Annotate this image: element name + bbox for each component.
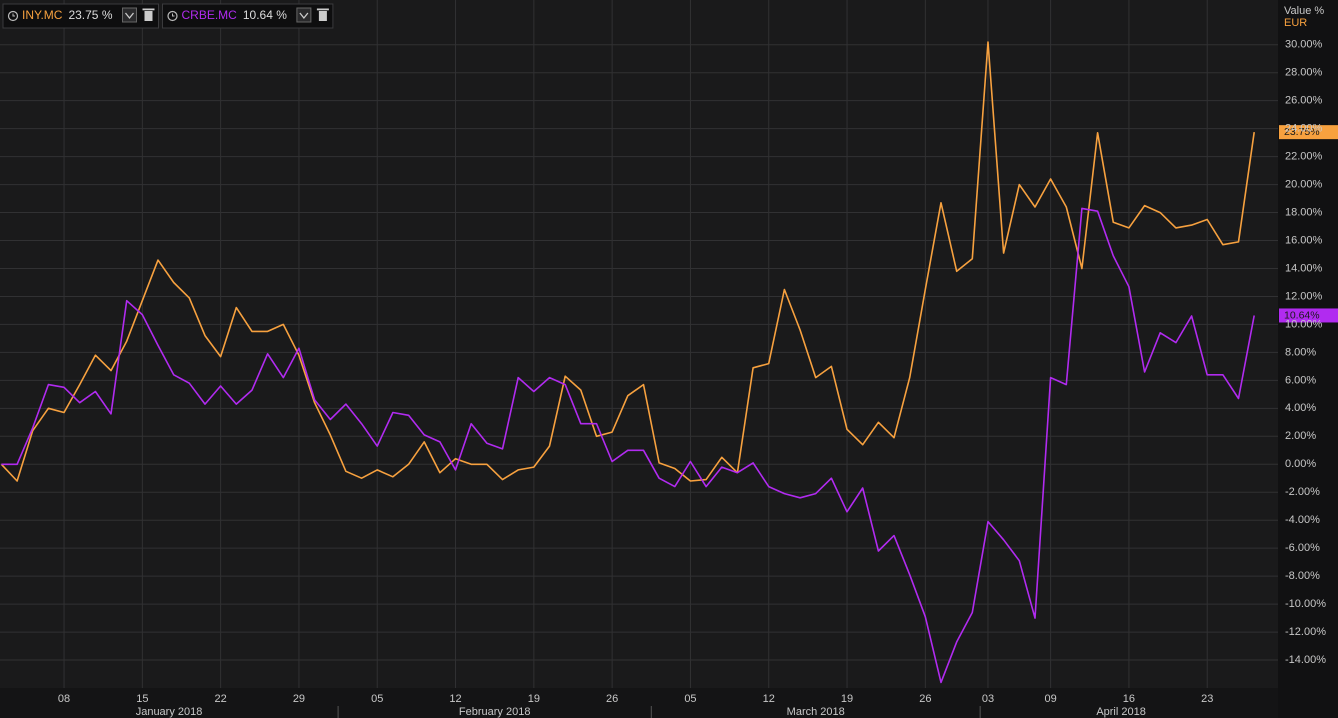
y-tick-label: 18.00% [1285,206,1323,218]
series-line [0,41,1255,482]
y-tick-label: -6.00% [1285,542,1320,554]
legend-value: 23.75 % [68,8,112,22]
x-tick-label: 12 [763,693,775,705]
x-tick-label: 26 [606,693,618,705]
x-tick-label: 03 [982,693,994,705]
x-tick-label: 22 [215,693,227,705]
x-tick-label: 19 [528,693,540,705]
x-tick-label: 05 [684,693,696,705]
x-tick-label: 12 [449,693,461,705]
dropdown-button[interactable] [122,7,137,23]
y-tick-label: -10.00% [1285,598,1326,610]
y-axis-panel [1278,0,1338,718]
y-tick-label: 14.00% [1285,262,1323,274]
y-tick-label: 10.00% [1285,318,1323,330]
grid [0,0,1278,688]
y-tick-label: 0.00% [1285,458,1316,470]
price-tag [1279,125,1338,140]
y-tick-label: 12.00% [1285,290,1323,302]
trash-body [144,11,153,21]
y-tick-label: 16.00% [1285,234,1323,246]
y-tick-label: 24.00% [1285,123,1323,135]
legend: INY.MC 23.75 % CRBE.MC 10.64 % [2,3,334,29]
y-tick-label: -4.00% [1285,514,1320,526]
month-label: March 2018 [787,706,845,718]
x-tick-label: 16 [1123,693,1135,705]
y-tick-label: 22.00% [1285,151,1323,163]
y-tick-label: -12.00% [1285,626,1326,638]
clock-hand [12,13,15,17]
x-tick-label: 29 [293,693,305,705]
price-tag-label: 10.64% [1284,309,1320,321]
legend-name: INY.MC [22,8,63,22]
y-tick-label: 20.00% [1285,178,1323,190]
y-tick-label: 8.00% [1285,346,1316,358]
y-tick-label: -8.00% [1285,570,1320,582]
legend-value: 10.64 % [243,8,287,22]
clock-icon [7,10,19,22]
legend-name: CRBE.MC [182,8,238,22]
y-tick-label: 6.00% [1285,374,1316,386]
y-tick-label: 26.00% [1285,95,1323,107]
y-tick-label: 4.00% [1285,402,1316,414]
x-tick-label: 08 [58,693,70,705]
y-tick-label: -14.00% [1285,654,1326,666]
series-line [1,207,1255,684]
axis-unit: EUR [1284,17,1307,29]
dropdown-button[interactable] [296,7,312,23]
x-tick-label: 19 [841,693,853,705]
axis-title: Value % [1284,5,1324,17]
dropdown-arrow [124,12,135,20]
y-tick-label: 2.00% [1285,430,1316,442]
x-axis-panel [0,688,1278,718]
x-tick-label: 26 [919,693,931,705]
delete-button[interactable] [142,8,155,22]
y-tick-label: 28.00% [1285,67,1323,79]
clock-icon [167,10,178,22]
x-tick-label: 05 [371,693,383,705]
x-tick-label: 23 [1201,693,1213,705]
y-tick-label: -2.00% [1285,486,1320,498]
dropdown-arrow [299,12,309,20]
price-tag-label: 23.75% [1284,126,1320,138]
plot-area [0,0,1278,688]
trash-lid [316,8,329,11]
clock-hand [172,13,175,17]
trash-lid [142,8,155,11]
x-tick-label: 09 [1044,693,1056,705]
month-label: February 2018 [459,706,531,718]
lines: 23.75% 10.64% [0,41,1338,684]
month-label: January 2018 [136,706,203,718]
x-tick-label: 15 [136,693,148,705]
legend-item: CRBE.MC 10.64 % [162,3,334,29]
y-tick-label: 30.00% [1285,39,1323,51]
month-label: April 2018 [1096,706,1146,718]
trash-body [318,11,327,21]
delete-button[interactable] [316,8,329,22]
legend-item: INY.MC 23.75 % [2,3,159,29]
price-tag [1279,308,1338,323]
